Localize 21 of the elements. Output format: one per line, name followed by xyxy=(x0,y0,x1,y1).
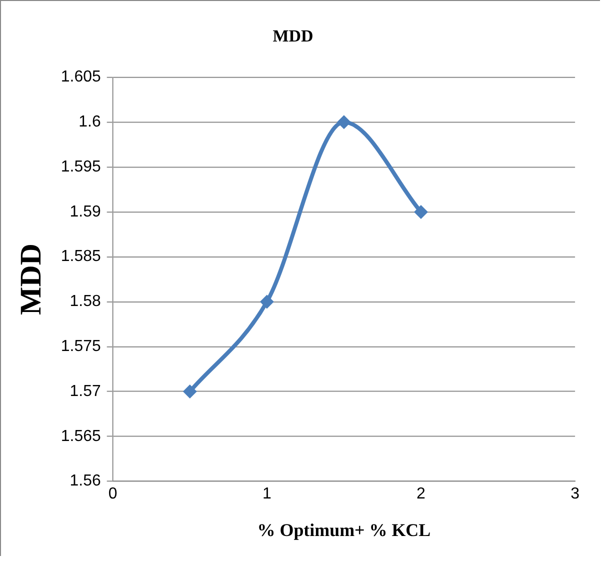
point xyxy=(260,294,274,309)
x-tick-label: 3 xyxy=(570,485,580,502)
chart-title: MDD xyxy=(272,26,314,46)
y-tick-label: 1.6 xyxy=(78,114,101,131)
point xyxy=(182,384,197,399)
y-axis-title: MDD xyxy=(14,244,48,316)
y-tick-label: 1.595 xyxy=(60,158,101,176)
y-tick-label: 1.58 xyxy=(70,293,101,310)
y-tick-label: 1.57 xyxy=(70,382,101,400)
x-tick-label: 2 xyxy=(416,485,426,502)
point xyxy=(336,115,351,130)
x-axis-title: % Optimum+ % KCL xyxy=(257,520,431,540)
y-tick-label: 1.605 xyxy=(60,68,101,86)
point xyxy=(414,204,428,219)
y-tick-label: 1.585 xyxy=(60,248,101,266)
y-tick-label: 1.56 xyxy=(70,472,101,490)
y-tick-label: 1.59 xyxy=(70,203,101,220)
x-tick-label: 0 xyxy=(108,485,118,502)
y-tick-label: 1.565 xyxy=(60,428,101,445)
y-tick-label: 1.575 xyxy=(60,338,101,356)
x-tick-label: 1 xyxy=(262,485,272,502)
